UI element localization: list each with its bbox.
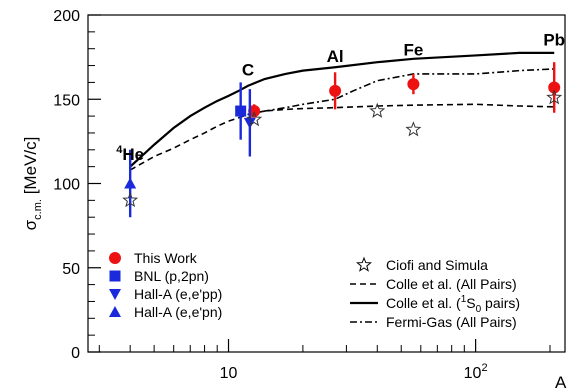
legend-label: This Work [134,250,198,266]
curve-solid [129,51,555,168]
point-circle [329,84,342,97]
legend-marker-triangle-up [109,306,121,317]
x-tick-label: 102 [464,362,488,382]
point-star [405,121,422,137]
nucleus-label: Fe [403,40,423,59]
point-star [546,89,563,105]
legend-marker-circle [109,252,121,264]
nucleus-label: Al [327,47,344,66]
nucleus-label: 4He [116,144,144,164]
legend-marker-star [356,256,372,272]
point-circle [548,81,561,94]
y-tick-label: 0 [71,345,80,362]
legend-marker-triangle-down [109,289,121,300]
legend-label: Ciofi and Simula [386,257,488,273]
point-star [122,191,139,208]
point-triangle-up [124,177,137,189]
y-tick-label: 100 [53,177,80,194]
nucleus-label: Pb [543,30,565,49]
x-axis-label: A [555,373,567,392]
curve-dashdot [247,68,555,116]
point-star [246,111,263,127]
model-curves [129,51,555,171]
point-circle [248,105,261,118]
legends: This Work BNL (p,2pn) Hall-A (e,e'pp) Hall-… [109,250,520,330]
legend-label: Fermi-Gas (All Pairs) [386,314,517,330]
legend-label: BNL (p,2pn) [134,268,209,284]
point-square [235,105,247,117]
point-star [369,102,386,118]
data-points [122,62,563,218]
legend-label: Hall-A (e,e'pn) [134,304,222,320]
x-tick-label: 10 [220,365,238,382]
point-triangle-down [243,117,256,129]
curve-dashed [129,103,555,171]
nucleus-labels: 4He C Al Fe Pb [116,30,565,164]
nucleus-label: C [242,61,254,80]
legend-label: Colle et al. (1S0 pairs) [386,294,520,315]
axes: 0 50 100 150 200 10 102 Aσc.m. [MeV/c] [21,8,567,392]
point-circle [407,78,420,91]
y-tick-label: 200 [53,8,80,25]
legend-marker-square [109,270,121,282]
legend-label: Hall-A (e,e'pp) [134,286,222,302]
y-tick-label: 150 [53,92,80,109]
y-tick-label: 50 [62,261,80,278]
y-axis-label: σc.m. [MeV/c] [21,137,44,231]
legend-label: Colle et al. (All Pairs) [386,276,517,292]
